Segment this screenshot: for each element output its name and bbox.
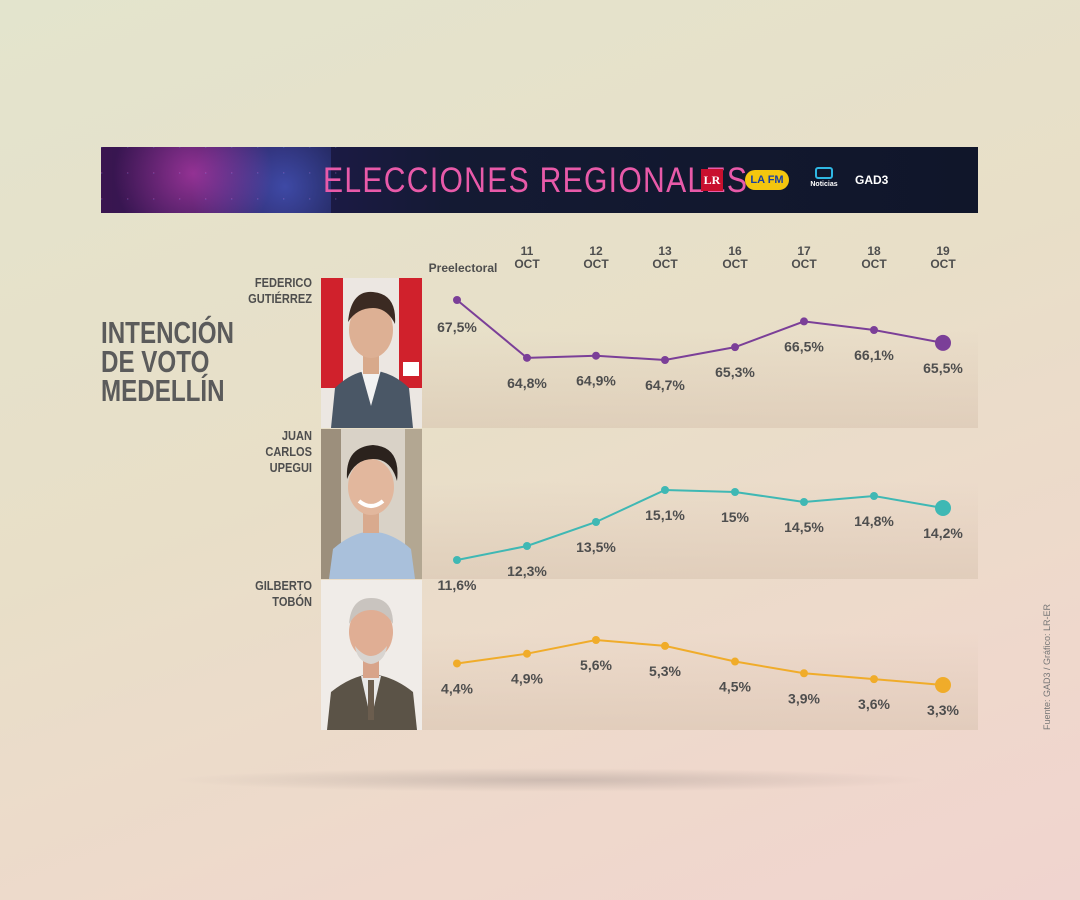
- title-line: INTENCIÓN: [101, 315, 234, 350]
- column-header: 12 OCT: [556, 245, 636, 271]
- gad3-logo: GAD3: [855, 173, 889, 187]
- title-line: MEDELLÍN: [101, 373, 225, 408]
- column-header-month: OCT: [791, 257, 817, 271]
- column-header-month: OCT: [583, 257, 609, 271]
- candidate-name-upegui: JUAN CARLOS UPEGUI: [210, 428, 312, 476]
- banner-title: ELECCIONES REGIONALES: [323, 161, 749, 200]
- la-fm-logo: LA FM: [745, 170, 789, 190]
- column-header: 16 OCT: [695, 245, 775, 271]
- candidate-name-tobon: GILBERTO TOBÓN: [210, 578, 312, 610]
- header-banner: ELECCIONES REGIONALES LR LA FM Noticias …: [101, 147, 978, 213]
- name-line: UPEGUI: [269, 460, 312, 475]
- name-line: CARLOS: [265, 444, 312, 459]
- column-header-month: OCT: [514, 257, 540, 271]
- la-republica-logo: LR: [701, 169, 723, 191]
- name-line: GILBERTO: [255, 578, 312, 593]
- name-line: GUTIÉRREZ: [248, 291, 312, 306]
- photo-gutierrez: [321, 278, 422, 428]
- name-line: FEDERICO: [254, 275, 312, 290]
- name-line: JUAN: [281, 428, 312, 443]
- source-credit: Fuente: GAD3 / Gráfico: LR-ER: [1042, 603, 1052, 730]
- column-header: 13 OCT: [625, 245, 705, 271]
- rcn-mark-icon: [815, 167, 833, 179]
- banner-graphic: [101, 147, 341, 213]
- floor-shadow: [170, 768, 930, 792]
- column-header-month: OCT: [861, 257, 887, 271]
- title-line: DE VOTO: [101, 344, 210, 379]
- chart-title: INTENCIÓN DE VOTO MEDELLÍN: [101, 315, 249, 408]
- series-panel-tobon: [422, 580, 978, 730]
- photo-tobon: [321, 580, 422, 730]
- column-header-month: OCT: [930, 257, 956, 271]
- column-header-label: Preelectoral: [428, 261, 498, 275]
- rcn-noticias-logo: Noticias: [809, 167, 839, 193]
- series-panel-gutierrez: [422, 278, 978, 428]
- column-header-day: 17: [797, 244, 811, 258]
- column-header: 17 OCT: [764, 245, 844, 271]
- column-header-day: 19: [936, 244, 950, 258]
- banner-glow: [101, 147, 331, 213]
- column-header-month: OCT: [722, 257, 748, 271]
- candidate-name-gutierrez: FEDERICO GUTIÉRREZ: [210, 275, 312, 307]
- column-header-day: 13: [658, 244, 672, 258]
- column-header: 19 OCT: [903, 245, 983, 271]
- column-header-day: 16: [728, 244, 742, 258]
- photo-upegui: [321, 429, 422, 579]
- column-header: Preelectoral: [423, 262, 503, 275]
- column-header-day: 18: [867, 244, 881, 258]
- column-header-month: OCT: [652, 257, 678, 271]
- series-panel-upegui: [422, 429, 978, 579]
- column-header-day: 12: [589, 244, 603, 258]
- column-header: 18 OCT: [834, 245, 914, 271]
- column-header-day: 11: [520, 244, 534, 258]
- name-line: TOBÓN: [272, 594, 312, 609]
- rcn-noticias-label: Noticias: [810, 181, 838, 188]
- column-header: 11 OCT: [487, 245, 567, 271]
